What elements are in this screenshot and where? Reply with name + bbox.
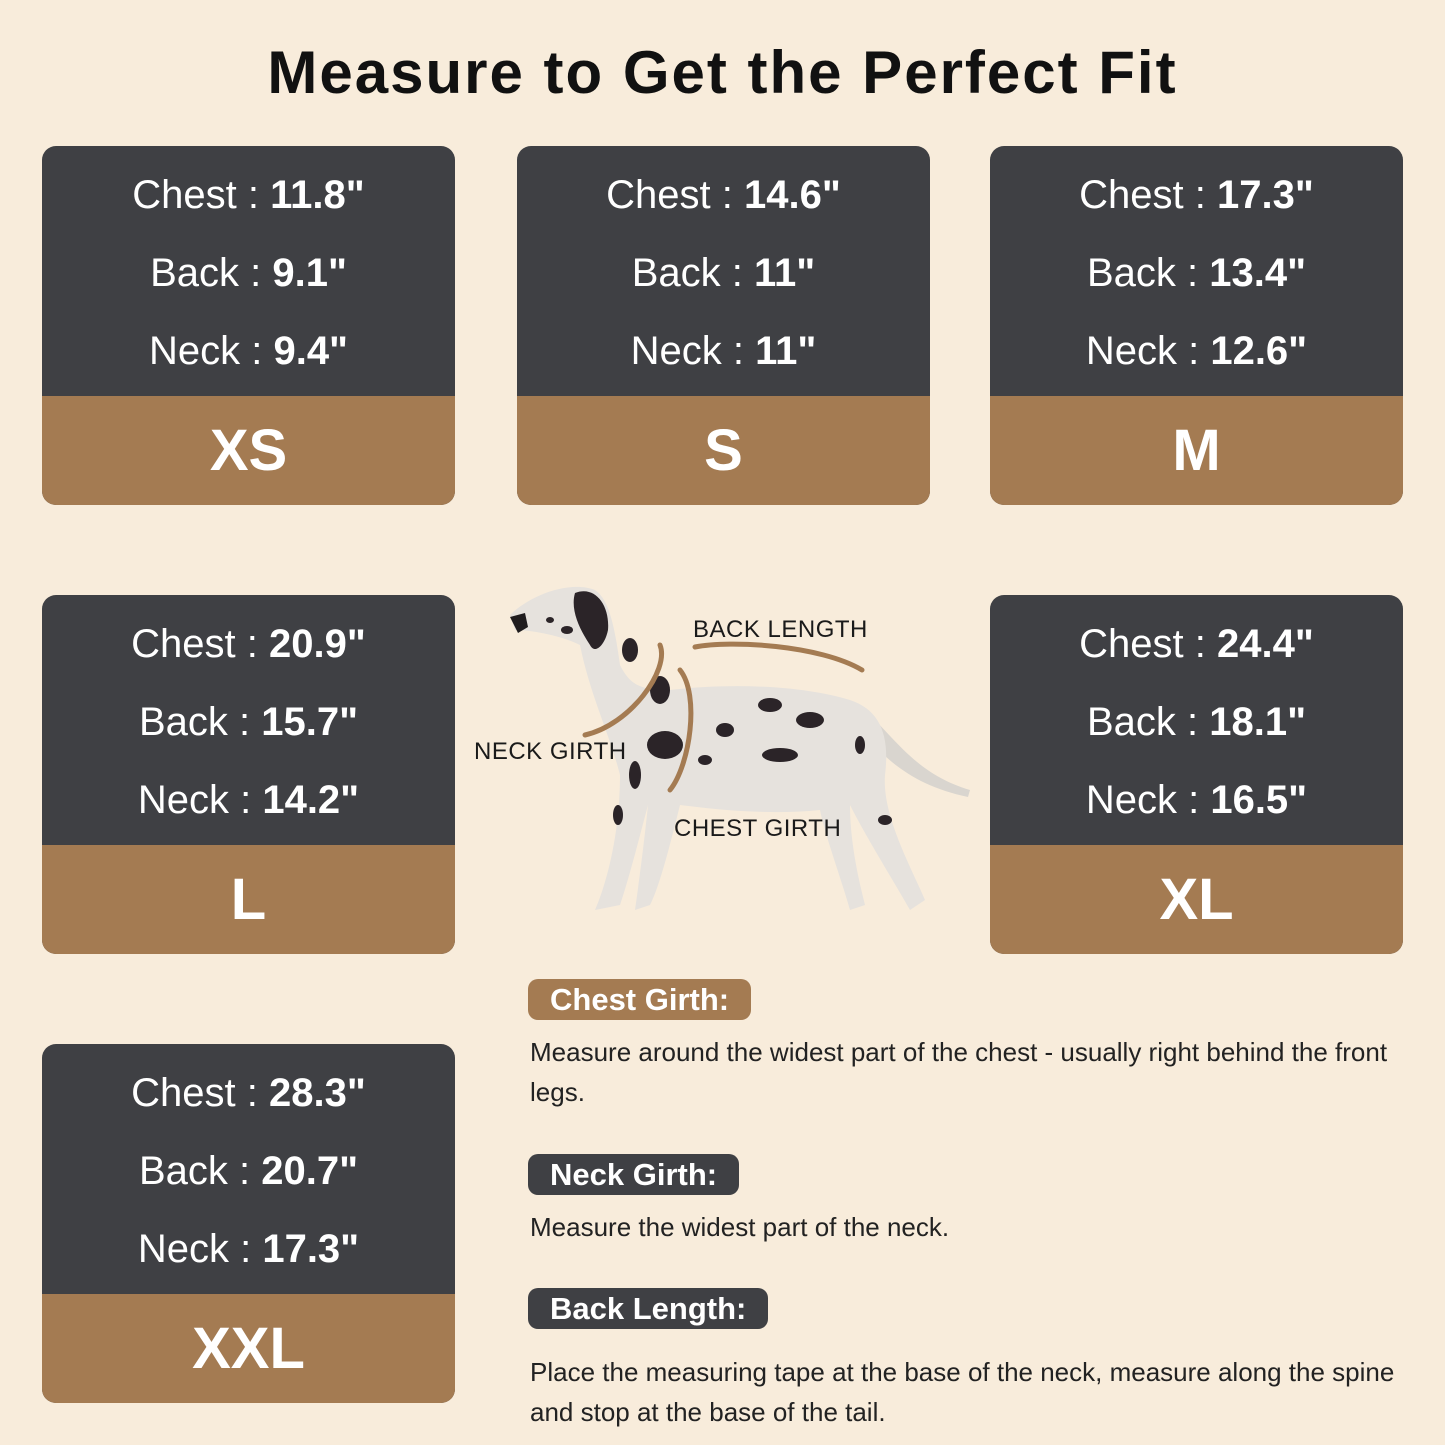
back-measure: Back : 13.4" [1086,251,1307,295]
size-label: XXL [42,1294,455,1403]
neck-measure: Neck : 14.2" [137,778,360,822]
chest-measure: Chest : 11.8" [132,173,365,217]
size-label: M [990,396,1403,505]
page-title: Measure to Get the Perfect Fit [267,39,1178,106]
chest-measure: Chest : 28.3" [131,1071,366,1115]
back-measure: Back : 9.1" [150,251,347,295]
chest-girth-description: Measure around the widest part of the ch… [530,1037,1388,1107]
neck-girth-heading: Neck Girth: [528,1154,740,1195]
size-card-l: Chest : 20.9" Back : 15.7" Neck : 14.2" L [42,595,455,954]
size-label: L [42,845,455,954]
chest-measure: Chest : 20.9" [131,622,366,666]
back-measure: Back : 18.1" [1086,700,1307,744]
size-card-s: Chest : 14.6" Back : 11" Neck : 11" S [517,146,930,505]
neck-measure: Neck : 9.4" [148,329,349,373]
neck-measure: Neck : 11" [630,329,817,373]
size-label: XS [42,396,455,505]
chest-girth-heading: Chest Girth: [528,979,752,1020]
chest-measure: Chest : 14.6" [606,173,841,217]
back-length-description: Place the measuring tape at the base of … [530,1357,1395,1427]
size-card-xxl: Chest : 28.3" Back : 20.7" Neck : 17.3" XX… [42,1044,455,1403]
size-card-xs: Chest : 11.8" Back : 9.1" Neck : 9.4" XS [42,146,455,505]
neck-measure: Neck : 17.3" [137,1227,360,1271]
back-length-heading: Back Length: [528,1288,769,1329]
back-length-label: BACK LENGTH [693,616,868,643]
neck-measure: Neck : 12.6" [1085,329,1308,373]
chest-measure: Chest : 24.4" [1079,622,1314,666]
chest-girth-label: CHEST GIRTH [674,815,842,842]
size-card-m: Chest : 17.3" Back : 13.4" Neck : 12.6" M [990,146,1403,505]
neck-girth-label: NECK GIRTH [474,738,627,765]
size-label: XL [990,845,1403,954]
dalmatian-illustration [510,586,970,910]
back-measure: Back : 15.7" [138,700,359,744]
size-label: S [517,396,930,505]
back-measure: Back : 11" [631,251,816,295]
back-measure: Back : 20.7" [138,1149,359,1193]
neck-measure: Neck : 16.5" [1085,778,1308,822]
chest-measure: Chest : 17.3" [1079,173,1314,217]
neck-girth-description: Measure the widest part of the neck. [530,1212,950,1242]
size-card-xl: Chest : 24.4" Back : 18.1" Neck : 16.5" XL [990,595,1403,954]
